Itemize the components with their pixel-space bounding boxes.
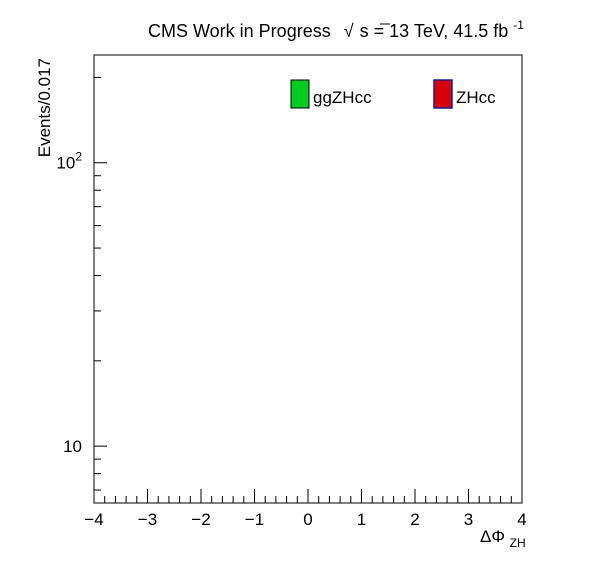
y-axis-ticks bbox=[94, 76, 107, 491]
legend-swatch-ggzhcc bbox=[290, 79, 310, 109]
legend-swatch-zhcc bbox=[433, 79, 453, 109]
x-tick-label: −4 bbox=[84, 510, 103, 529]
chart-title: CMS Work in Progress √ s = 13 TeV, 41.5 … bbox=[148, 18, 524, 41]
x-axis-label-subscript: ZH bbox=[510, 536, 526, 550]
y-axis-tick-labels: 10 102 bbox=[56, 150, 82, 456]
x-tick-label: −3 bbox=[138, 510, 157, 529]
title-prefix: CMS Work in Progress bbox=[148, 21, 331, 41]
legend-label-ggzhcc: ggZHcc bbox=[313, 88, 372, 107]
x-tick-label: −2 bbox=[191, 510, 210, 529]
y-tick-label: 102 bbox=[56, 150, 82, 173]
x-tick-label: 2 bbox=[410, 510, 419, 529]
y-tick-label: 10 bbox=[63, 437, 82, 456]
energy-label: s = 13 TeV, 41.5 fb bbox=[360, 21, 509, 41]
legend-label-zhcc: ZHcc bbox=[456, 88, 496, 107]
x-axis-label-main: ΔΦ bbox=[480, 527, 505, 546]
y-axis-label: Events/0.017 bbox=[35, 58, 54, 157]
x-tick-label: −1 bbox=[245, 510, 264, 529]
legend: ggZHcc ZHcc bbox=[290, 79, 496, 109]
x-tick-label: 1 bbox=[357, 510, 366, 529]
x-axis-ticks bbox=[93, 489, 523, 503]
sqrt-symbol: √ bbox=[344, 21, 354, 41]
lumi-exponent: -1 bbox=[513, 18, 524, 32]
x-tick-label: 3 bbox=[464, 510, 473, 529]
x-tick-label: 4 bbox=[517, 510, 526, 529]
x-axis-tick-labels: −4 −3 −2 −1 0 1 2 3 4 bbox=[84, 510, 526, 529]
x-axis-label: ΔΦ ZH bbox=[480, 527, 526, 550]
x-tick-label: 0 bbox=[303, 510, 312, 529]
plot-frame bbox=[93, 54, 523, 504]
